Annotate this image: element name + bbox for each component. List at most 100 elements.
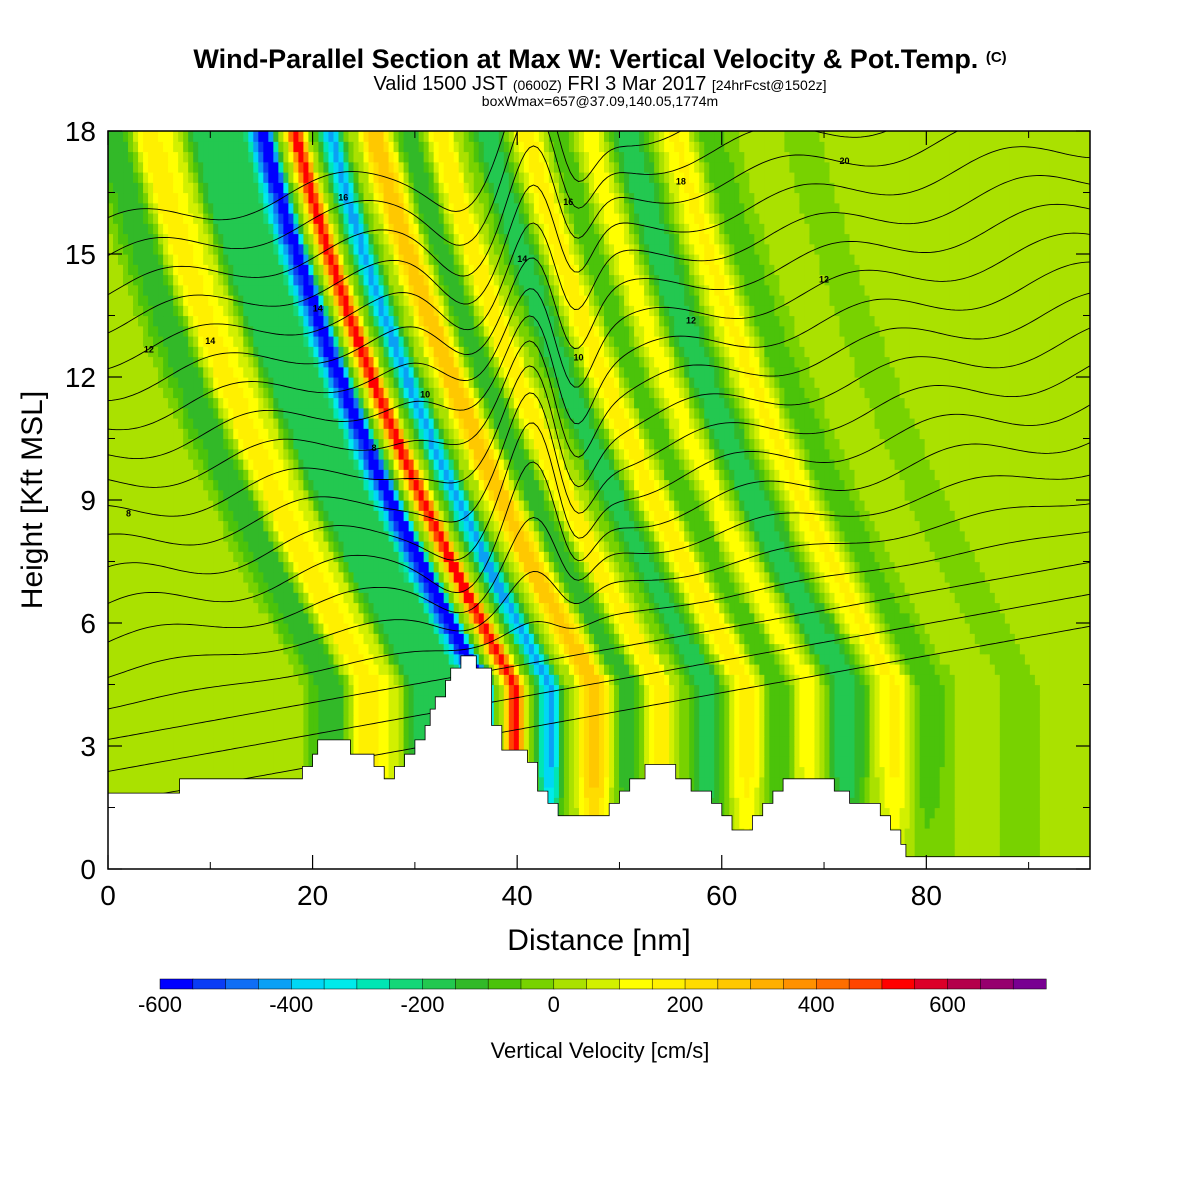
w-cell xyxy=(1014,766,1021,778)
w-cell xyxy=(1079,612,1086,624)
w-cell xyxy=(649,623,655,634)
w-cell xyxy=(634,725,640,737)
w-cell xyxy=(624,766,630,778)
w-cell xyxy=(879,612,886,624)
w-cell xyxy=(553,725,560,737)
w-cell xyxy=(869,715,876,727)
w-cell xyxy=(1009,797,1016,809)
w-cell xyxy=(213,746,219,757)
w-cell xyxy=(198,756,204,768)
w-cell xyxy=(308,653,315,665)
w-cell xyxy=(353,612,360,624)
w-cell xyxy=(619,756,625,768)
w-cell xyxy=(674,633,680,645)
w-cell xyxy=(523,735,530,747)
w-cell xyxy=(664,735,670,747)
w-cell xyxy=(979,746,986,757)
w-cell xyxy=(263,746,269,757)
w-cell xyxy=(513,674,520,686)
subtitle-fcst: [24hrFcst@1502z] xyxy=(711,77,827,93)
w-cell xyxy=(128,623,134,634)
w-cell xyxy=(599,766,605,778)
w-cell xyxy=(378,602,385,614)
w-cell xyxy=(819,725,826,737)
w-cell xyxy=(238,725,244,737)
w-cell xyxy=(779,623,785,634)
w-cell xyxy=(914,643,921,655)
w-cell xyxy=(879,756,886,768)
w-cell xyxy=(924,633,931,645)
w-cell xyxy=(388,653,395,665)
w-cell xyxy=(178,643,184,655)
w-cell xyxy=(218,694,224,706)
w-cell xyxy=(679,633,685,645)
w-cell xyxy=(1019,725,1026,737)
w-cell xyxy=(914,664,921,675)
w-cell xyxy=(784,674,790,686)
w-cell xyxy=(1069,684,1076,696)
w-cell xyxy=(1004,705,1011,716)
w-cell xyxy=(979,725,986,737)
w-cell xyxy=(754,797,760,809)
w-cell xyxy=(699,633,705,645)
w-cell xyxy=(944,633,951,645)
w-cell xyxy=(208,684,214,696)
w-cell xyxy=(1029,684,1036,696)
w-cell xyxy=(784,623,790,634)
w-cell xyxy=(909,766,916,778)
w-cell xyxy=(108,715,114,727)
w-cell xyxy=(789,643,795,655)
w-cell xyxy=(258,653,264,665)
w-cell xyxy=(188,633,194,645)
w-cell xyxy=(759,807,765,819)
w-cell xyxy=(874,735,881,747)
w-cell xyxy=(649,715,655,727)
w-cell xyxy=(944,838,951,850)
w-cell xyxy=(699,684,705,696)
w-cell xyxy=(889,776,896,788)
w-cell xyxy=(909,694,916,706)
w-cell xyxy=(1064,766,1071,778)
w-cell xyxy=(543,705,550,716)
w-cell xyxy=(303,705,310,716)
w-cell xyxy=(238,756,244,768)
w-cell xyxy=(323,602,330,614)
w-cell xyxy=(599,715,605,727)
w-cell xyxy=(959,653,966,665)
w-cell xyxy=(624,612,630,624)
w-cell xyxy=(684,612,690,624)
w-cell xyxy=(729,766,735,778)
w-cell xyxy=(373,735,380,747)
w-cell xyxy=(393,684,400,696)
w-cell xyxy=(513,664,520,675)
w-cell xyxy=(293,612,299,624)
w-cell xyxy=(123,684,129,696)
w-cell xyxy=(674,623,680,634)
w-cell xyxy=(944,643,951,655)
w-cell xyxy=(193,756,199,768)
w-cell xyxy=(989,664,996,675)
w-cell xyxy=(378,694,385,706)
w-cell xyxy=(318,612,325,624)
w-cell xyxy=(1044,633,1051,645)
w-cell xyxy=(158,746,164,757)
w-cell xyxy=(508,715,515,727)
w-cell xyxy=(333,715,340,727)
w-cell xyxy=(864,612,871,624)
w-cell xyxy=(939,776,946,788)
w-cell xyxy=(994,746,1001,757)
w-cell xyxy=(153,766,159,778)
w-cell xyxy=(849,715,856,727)
w-cell xyxy=(904,643,911,655)
w-cell xyxy=(588,684,595,696)
w-cell xyxy=(599,684,605,696)
w-cell xyxy=(639,715,645,727)
w-cell xyxy=(378,623,385,634)
w-cell xyxy=(1009,838,1016,850)
w-cell xyxy=(664,643,670,655)
w-cell xyxy=(884,766,891,778)
w-cell xyxy=(1029,643,1036,655)
w-cell xyxy=(1009,674,1016,686)
w-cell xyxy=(634,694,640,706)
w-cell xyxy=(498,612,505,624)
